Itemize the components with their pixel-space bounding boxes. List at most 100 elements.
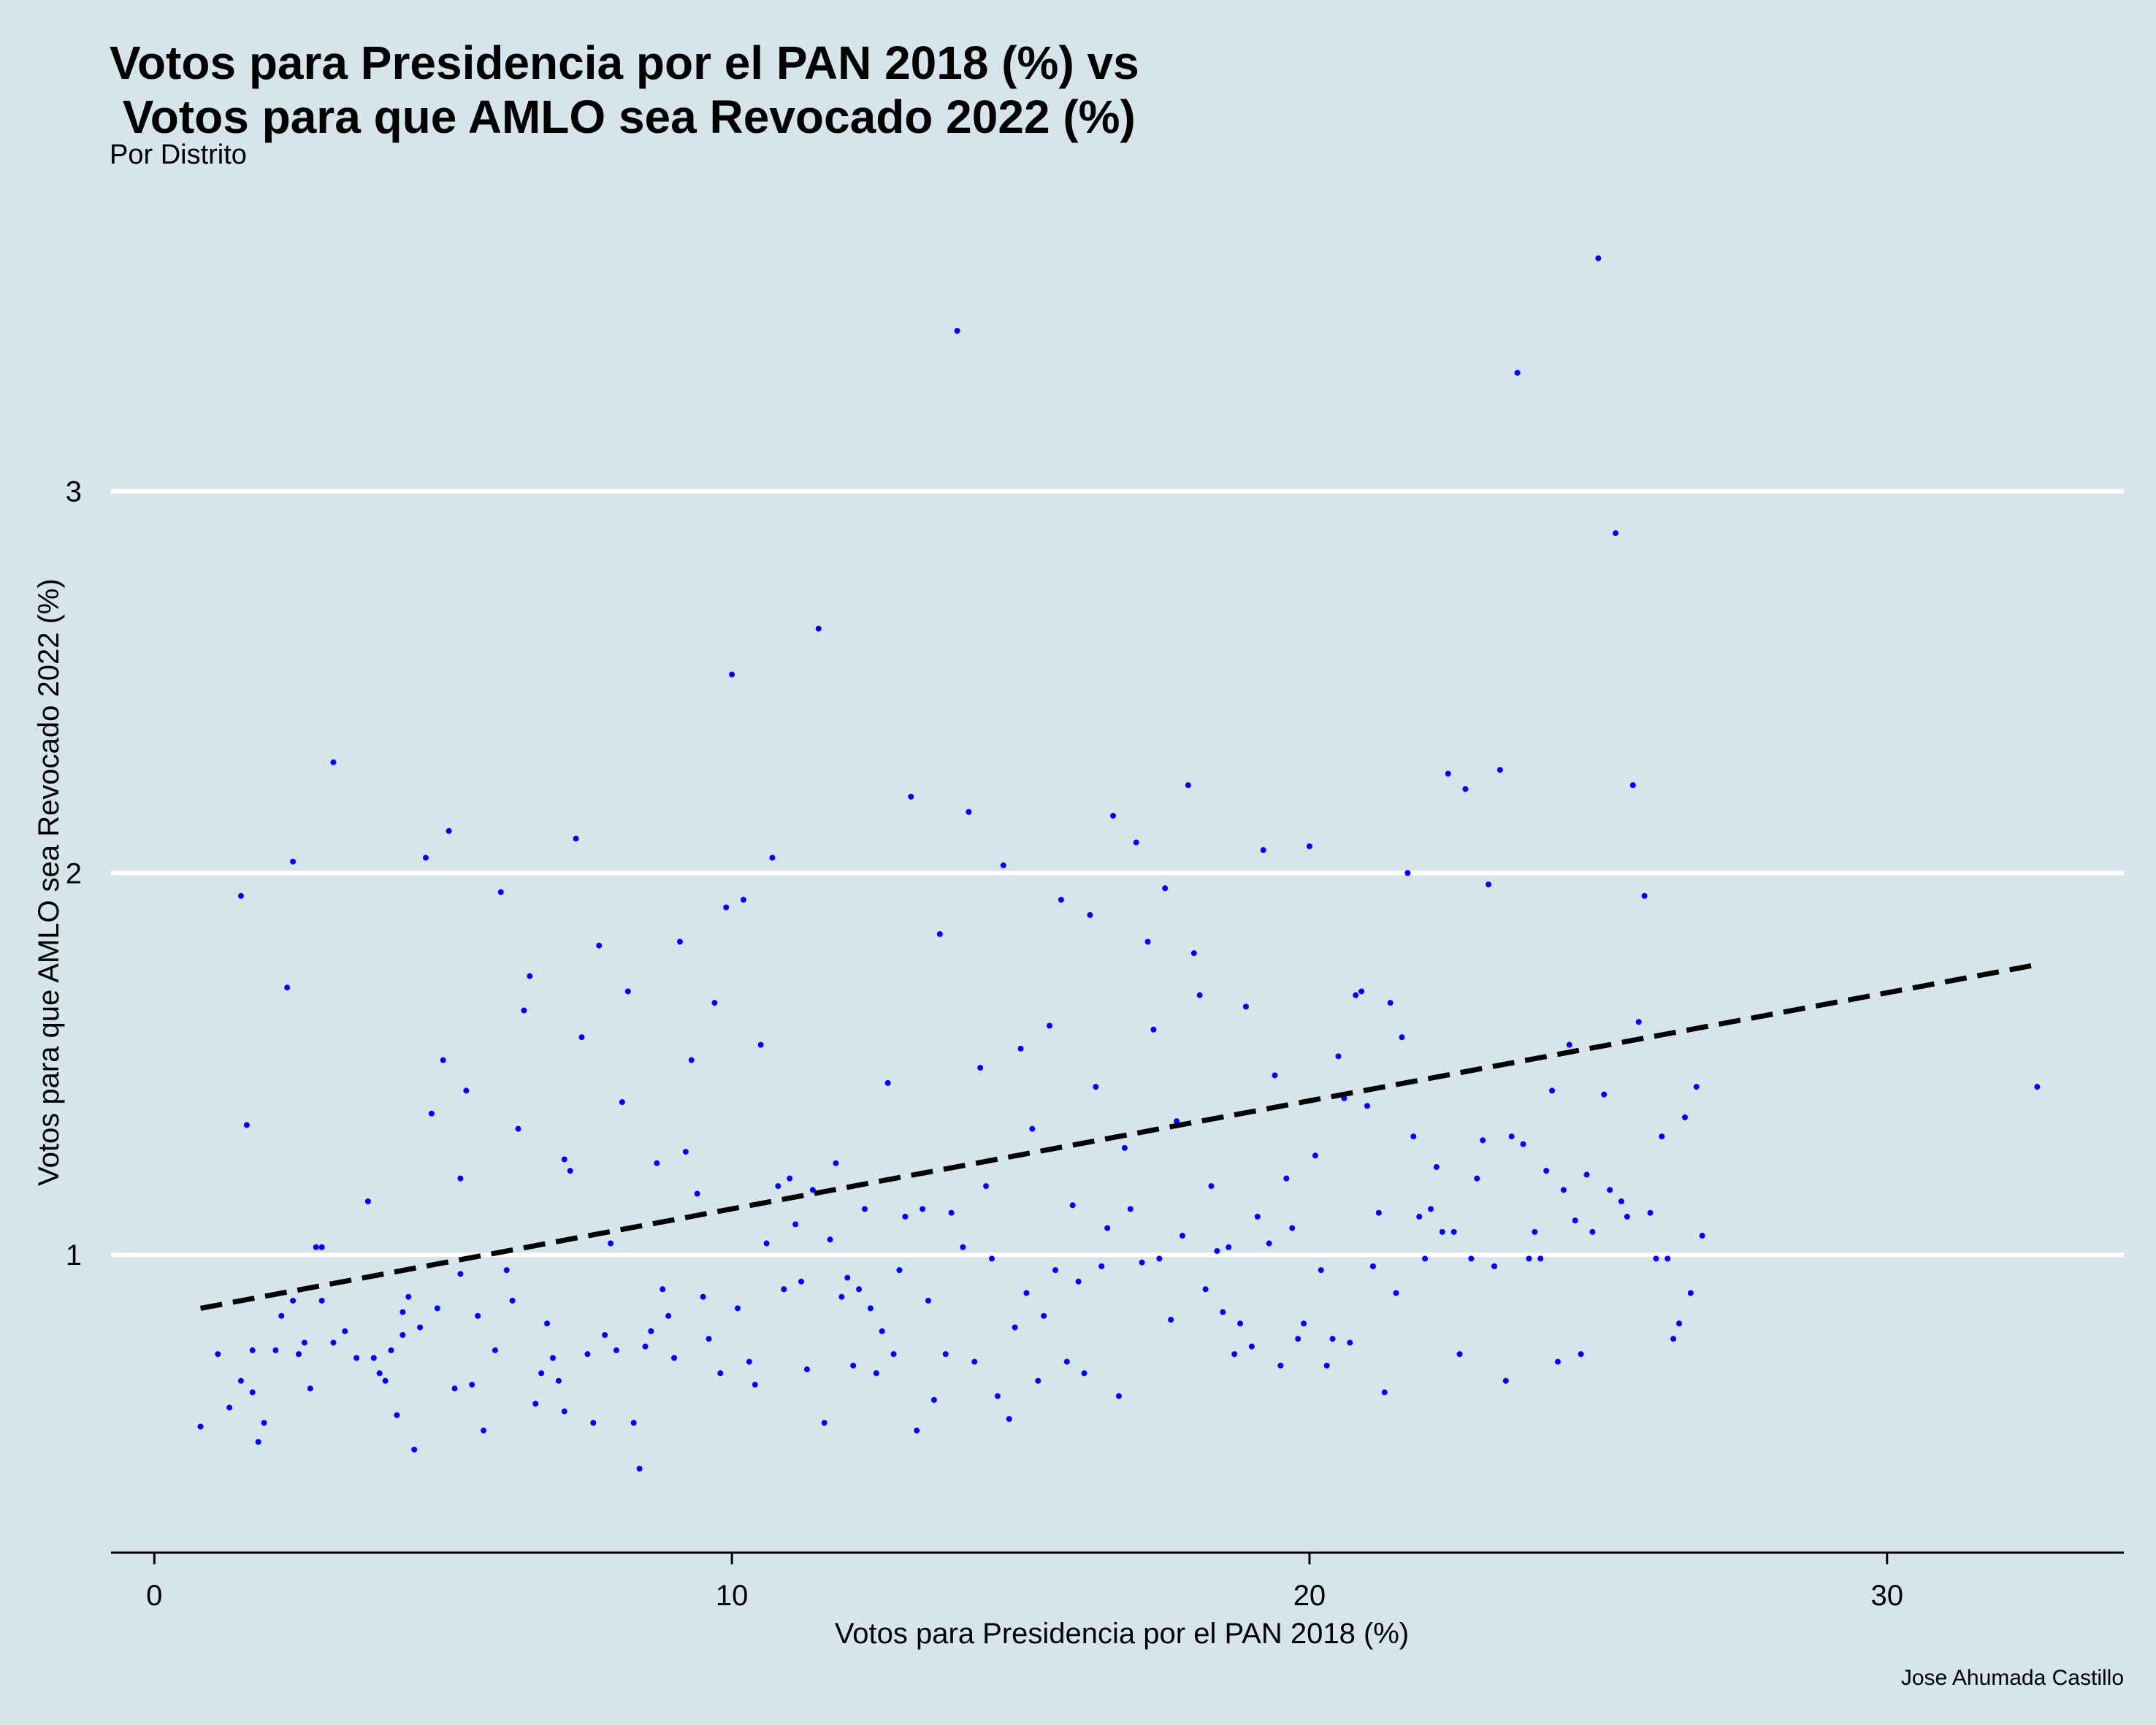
data-point [296, 1351, 302, 1358]
data-point [549, 1355, 556, 1361]
data-point [1353, 992, 1359, 998]
data-point [538, 1370, 545, 1377]
data-point [676, 938, 683, 945]
data-point [1266, 1240, 1272, 1247]
data-point [1653, 1255, 1659, 1262]
data-point [902, 1213, 909, 1220]
data-point [1595, 255, 1602, 261]
data-point [642, 1343, 649, 1350]
data-point [1681, 1114, 1688, 1120]
data-point [1664, 1255, 1671, 1262]
data-point [700, 1293, 706, 1300]
data-point [417, 1324, 424, 1331]
data-point [757, 1041, 764, 1048]
data-point [602, 1331, 608, 1338]
data-point [290, 858, 297, 865]
data-point [966, 808, 972, 815]
data-point [400, 1309, 406, 1315]
data-point [376, 1370, 383, 1377]
data-point [1098, 1263, 1105, 1269]
data-point [1410, 1133, 1417, 1140]
data-point [1433, 1163, 1440, 1170]
data-point [1589, 1228, 1596, 1235]
data-point [1462, 786, 1469, 792]
data-point [249, 1347, 256, 1353]
data-point [1190, 950, 1197, 957]
data-point [1162, 885, 1169, 892]
data-point [838, 1293, 845, 1300]
data-point [226, 1404, 233, 1411]
data-point [873, 1370, 879, 1377]
data-point [434, 1305, 440, 1312]
data-point [1428, 1206, 1434, 1212]
data-point [1641, 892, 1648, 899]
data-point [457, 1175, 464, 1182]
data-point [1520, 1141, 1526, 1147]
data-point [682, 1149, 689, 1155]
x-tick-label: 0 [146, 1580, 162, 1612]
data-point [1214, 1247, 1220, 1254]
data-point [654, 1160, 660, 1166]
data-point [1110, 812, 1117, 819]
data-point [237, 892, 244, 899]
data-point [960, 1244, 966, 1250]
data-point [561, 1156, 567, 1163]
data-point [411, 1446, 418, 1453]
data-point [1635, 1019, 1642, 1025]
data-point [1168, 1317, 1174, 1323]
data-point [1572, 1217, 1578, 1224]
data-point [630, 1420, 637, 1426]
data-point [1422, 1255, 1429, 1262]
data-point [787, 1175, 793, 1182]
data-point [1496, 767, 1503, 773]
data-point [636, 1465, 643, 1472]
data-point [613, 1347, 619, 1353]
data-point [318, 1244, 325, 1250]
data-point [1416, 1213, 1423, 1220]
data-point [729, 671, 735, 678]
data-point [1445, 770, 1451, 777]
data-point [1399, 1034, 1405, 1041]
data-point [746, 1358, 752, 1365]
data-point [1133, 839, 1139, 846]
data-point [711, 1000, 718, 1006]
data-point [914, 1427, 920, 1434]
data-point [1393, 1290, 1399, 1296]
data-point [1277, 1362, 1284, 1369]
data-point [1456, 1351, 1463, 1358]
data-point [1104, 1225, 1111, 1231]
data-point [1254, 1213, 1261, 1220]
data-point [671, 1355, 678, 1361]
data-point [584, 1351, 591, 1358]
data-point [844, 1274, 851, 1281]
data-point [272, 1347, 279, 1353]
data-point [1387, 1000, 1394, 1006]
data-point [1093, 1084, 1099, 1090]
data-point [920, 1206, 926, 1212]
data-point [1272, 1072, 1278, 1079]
data-point [1139, 1259, 1145, 1266]
data-point [1468, 1255, 1475, 1262]
data-point [521, 1007, 527, 1014]
gridlines [111, 489, 2124, 1258]
data-point [660, 1286, 666, 1293]
data-point [382, 1377, 389, 1384]
x-tick-label: 10 [716, 1580, 749, 1612]
data-point [1537, 1255, 1544, 1262]
trend-line [199, 962, 2038, 1311]
data-point [1248, 1343, 1255, 1350]
data-point [1289, 1225, 1296, 1231]
data-point [925, 1297, 932, 1304]
data-point [1000, 862, 1006, 868]
data-point [330, 1339, 337, 1346]
data-point [481, 1427, 487, 1434]
data-point [988, 1255, 995, 1262]
data-point [400, 1331, 406, 1338]
data-point [255, 1439, 261, 1445]
data-point [1474, 1175, 1480, 1182]
data-point [469, 1381, 475, 1388]
data-point [1687, 1290, 1694, 1296]
data-point [197, 1423, 204, 1430]
data-point [1381, 1389, 1388, 1396]
